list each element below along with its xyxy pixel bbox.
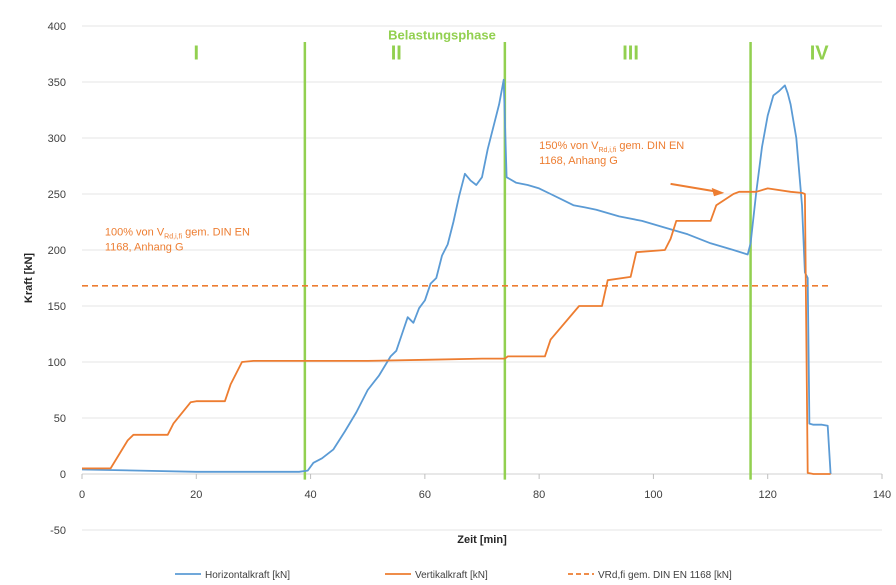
y-tick-label: 0 (60, 469, 66, 481)
annotation-arrow (670, 182, 718, 193)
y-tick-labels: -50 0 50 100 150 200 250 300 350 400 (48, 21, 66, 537)
annotation-text: 150% von VRd,i,fi gem. DIN EN (539, 140, 684, 154)
x-tick-label: 140 (873, 489, 891, 501)
y-tick-label: -50 (50, 525, 66, 537)
phase-labels: I II III IV (194, 43, 830, 65)
y-axis-title: Kraft [kN] (23, 253, 35, 303)
annotation-text: 100% von VRd,i,fi gem. DIN EN (105, 226, 250, 240)
x-tick-label: 0 (79, 489, 85, 501)
annotation-text-line2: 1168, Anhang G (105, 241, 184, 253)
phase-label: III (622, 43, 639, 65)
annotation-subscript: Rd,i,fi (164, 233, 182, 240)
y-tick-label: 150 (48, 301, 66, 313)
y-tick-label: 250 (48, 189, 66, 201)
series-line (81, 78, 832, 475)
annotation-text-part: gem. DIN EN (182, 226, 250, 238)
y-tick-label: 50 (54, 413, 66, 425)
x-tick-label: 80 (533, 489, 545, 501)
x-axis-title: Zeit [min] (457, 534, 507, 546)
annotation-subscript: Rd,i,fi (598, 147, 616, 154)
x-tick-label: 20 (190, 489, 202, 501)
x-tick-label: 120 (759, 489, 777, 501)
x-tick-label: 40 (304, 489, 316, 501)
series-layer (81, 78, 832, 475)
annotation-text-part: 150% von V (539, 140, 599, 152)
series-line (82, 187, 831, 475)
y-tick-label: 400 (48, 21, 66, 33)
legend: Horizontalkraft [kN] Vertikalkraft [kN] VR… (175, 570, 732, 581)
y-tick-label: 200 (48, 245, 66, 257)
x-tick-labels: 0 20 40 60 80 100 120 140 (79, 474, 891, 501)
phase-label: I (194, 43, 200, 65)
y-tick-label: 350 (48, 77, 66, 89)
phase-label: II (391, 43, 402, 65)
phase-label: IV (810, 43, 830, 65)
annotation-text-part: 100% von V (105, 226, 165, 238)
annotation-arrowhead (711, 187, 725, 197)
phase-boundaries (303, 42, 752, 480)
y-tick-label: 300 (48, 133, 66, 145)
phase-title: Belastungsphase (388, 27, 496, 42)
grid (82, 25, 882, 531)
annotation-text-part: gem. DIN EN (616, 140, 684, 152)
annotation-text-line2: 1168, Anhang G (539, 155, 618, 167)
y-tick-label: 100 (48, 357, 66, 369)
legend-entry: Horizontalkraft [kN] (205, 570, 290, 581)
x-tick-label: 100 (644, 489, 662, 501)
legend-entry: Vertikalkraft [kN] (415, 570, 488, 581)
legend-entry: VRd,fi gem. DIN EN 1168 [kN] (598, 570, 732, 581)
x-tick-label: 60 (419, 489, 431, 501)
